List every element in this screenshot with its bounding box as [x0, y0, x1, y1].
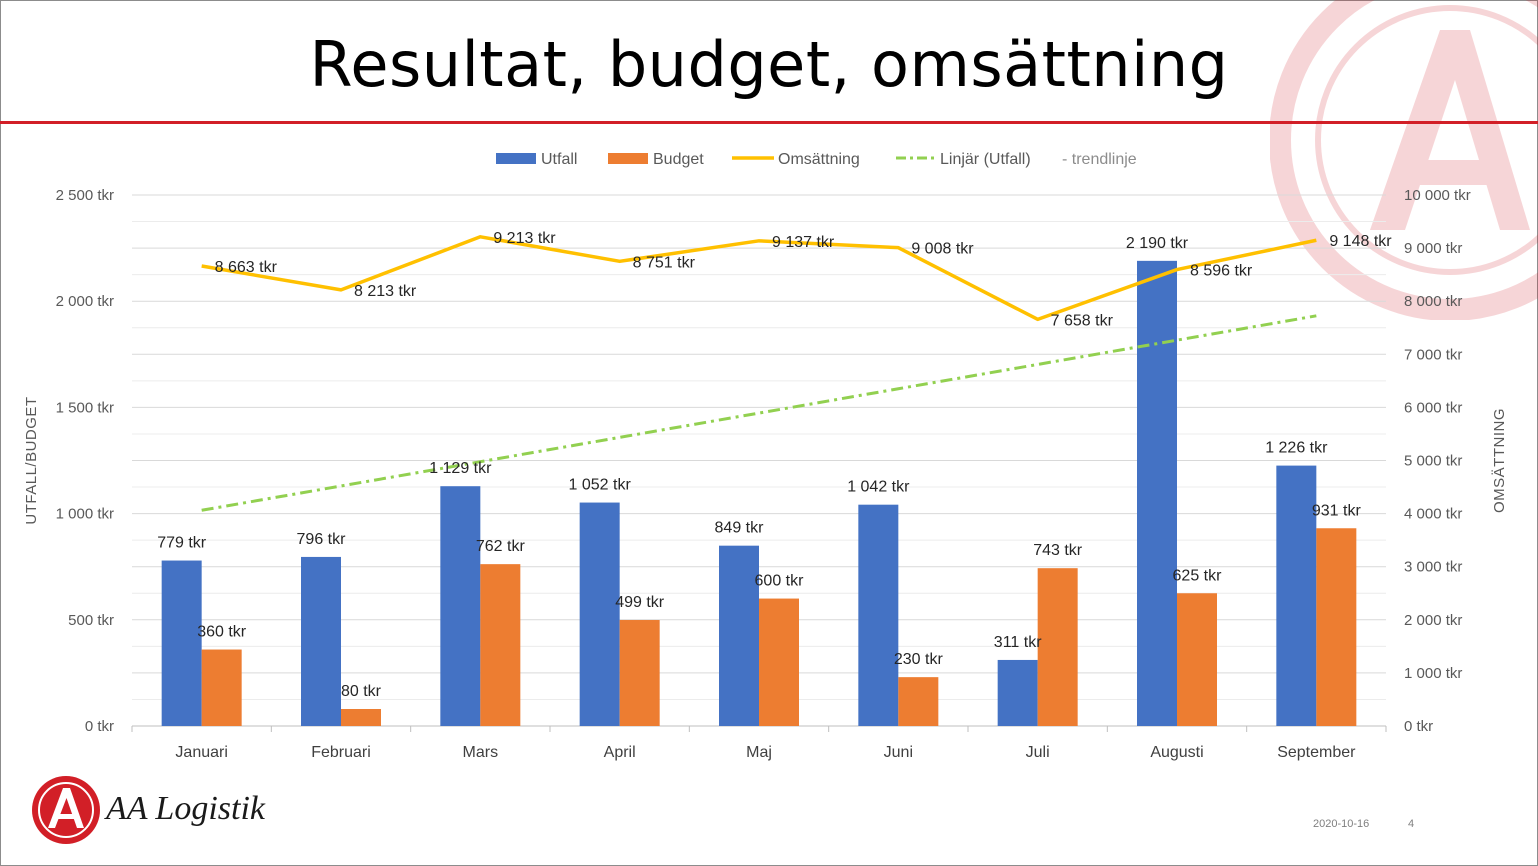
data-label-omsattning: 9 008 tkr — [911, 241, 974, 258]
y-left-tick-label: 1 500 tkr — [56, 399, 114, 416]
bar-budget — [898, 677, 939, 726]
aa-logistik-logo-icon — [32, 776, 100, 844]
line-omsattning — [201, 235, 1317, 322]
y-right-tick-label: 8 000 tkr — [1404, 293, 1462, 310]
data-label-utfall: 311 tkr — [994, 634, 1042, 651]
legend-swatch-budget — [608, 153, 648, 164]
bar-budget — [201, 649, 242, 726]
bar-budget — [1037, 568, 1078, 726]
data-label-utfall: 1 129 tkr — [429, 460, 492, 477]
y-right-tick-label: 1 000 tkr — [1404, 665, 1462, 682]
y-right-tick-label: 0 tkr — [1404, 718, 1433, 735]
bar-budget — [619, 620, 660, 726]
bar-utfall — [1276, 465, 1317, 726]
x-tick-label: April — [604, 744, 636, 761]
legend-note: - trendlinje — [1062, 151, 1137, 168]
bar-budget — [1177, 593, 1217, 726]
data-label-utfall: 796 tkr — [297, 531, 347, 548]
legend-swatch-utfall — [496, 153, 536, 164]
bar-utfall — [858, 504, 899, 726]
x-tick-label: Mars — [463, 744, 499, 761]
data-label-budget: 499 tkr — [615, 594, 665, 611]
y-left-tick-label: 500 tkr — [68, 612, 114, 629]
bar-utfall — [440, 486, 481, 726]
data-label-omsattning: 9 213 tkr — [493, 230, 556, 247]
y-right-tick-label: 5 000 tkr — [1404, 453, 1462, 470]
bar-utfall — [719, 545, 759, 726]
trendline-utfall — [201, 314, 1317, 512]
y-right-tick-label: 6 000 tkr — [1404, 399, 1462, 416]
x-tick-label: Augusti — [1150, 744, 1203, 761]
data-label-utfall: 779 tkr — [157, 535, 207, 552]
bar-budget — [759, 598, 799, 726]
bar-budget — [480, 564, 521, 726]
data-label-utfall: 849 tkr — [715, 520, 765, 537]
data-label-omsattning: 8 213 tkr — [354, 283, 417, 300]
bar-utfall — [1137, 260, 1177, 726]
x-tick-label: Juni — [884, 744, 913, 761]
legend-label-trend: Linjär (Utfall) — [940, 151, 1031, 168]
x-tick-label: Januari — [175, 744, 227, 761]
y-right-tick-label: 2 000 tkr — [1404, 612, 1462, 629]
legend-label-omsattning: Omsättning — [778, 151, 860, 168]
y-right-tick-label: 10 000 tkr — [1404, 187, 1471, 204]
data-label-omsattning: 8 751 tkr — [633, 254, 696, 271]
data-label-omsattning: 9 137 tkr — [772, 234, 835, 251]
slide-page-number: 4 — [1408, 818, 1415, 830]
y-left-tick-label: 1 000 tkr — [56, 506, 114, 523]
y-right-tick-label: 4 000 tkr — [1404, 506, 1462, 523]
legend-label-budget: Budget — [653, 151, 704, 168]
x-tick-label: Juli — [1026, 744, 1050, 761]
data-label-budget: 360 tkr — [197, 624, 247, 641]
bar-budget — [1316, 528, 1357, 726]
data-label-budget: 80 tkr — [341, 683, 382, 700]
y-right-tick-label: 7 000 tkr — [1404, 346, 1462, 363]
data-label-omsattning: 8 663 tkr — [215, 259, 278, 276]
data-label-budget: 600 tkr — [755, 573, 805, 590]
x-tick-label: Maj — [746, 744, 772, 761]
y-right-axis-title: OMSÄTTNING — [1491, 408, 1508, 513]
data-label-omsattning: 9 148 tkr — [1329, 233, 1392, 250]
data-label-utfall: 1 042 tkr — [847, 479, 910, 496]
title-divider — [0, 121, 1538, 124]
bar-utfall — [301, 556, 341, 726]
x-tick-label: Februari — [311, 744, 371, 761]
data-label-budget: 762 tkr — [476, 538, 526, 555]
data-label-omsattning: 7 658 tkr — [1051, 312, 1114, 329]
slide-date: 2020-10-16 — [1313, 818, 1370, 830]
bar-utfall — [161, 560, 202, 726]
data-label-budget: 931 tkr — [1312, 502, 1362, 519]
slide-title: Resultat, budget, omsättning — [309, 28, 1229, 101]
brand-name: AA Logistik — [106, 790, 265, 827]
y-left-tick-label: 0 tkr — [85, 718, 114, 735]
y-left-tick-label: 2 500 tkr — [56, 187, 114, 204]
data-label-omsattning: 8 596 tkr — [1190, 263, 1253, 280]
data-label-utfall: 1 052 tkr — [569, 477, 632, 494]
y-right-tick-label: 9 000 tkr — [1404, 240, 1462, 257]
data-label-utfall: 1 226 tkr — [1265, 440, 1328, 457]
y-right-tick-label: 3 000 tkr — [1404, 559, 1462, 576]
data-label-budget: 625 tkr — [1173, 567, 1223, 584]
bar-utfall — [997, 659, 1038, 726]
y-left-tick-label: 2 000 tkr — [56, 293, 114, 310]
data-label-budget: 230 tkr — [894, 651, 944, 668]
bar-budget — [341, 709, 381, 726]
data-label-budget: 743 tkr — [1033, 542, 1083, 559]
combo-chart: 0 tkr 500 tkr 1 000 tkr 1 500 tkr 2 000 tkr 2… — [23, 151, 1508, 761]
legend-label-utfall: Utfall — [541, 151, 577, 168]
data-label-utfall: 2 190 tkr — [1126, 235, 1189, 252]
bar-utfall — [579, 502, 620, 726]
y-left-axis-title: UTFALL/BUDGET — [23, 396, 40, 524]
x-tick-label: September — [1277, 744, 1356, 761]
